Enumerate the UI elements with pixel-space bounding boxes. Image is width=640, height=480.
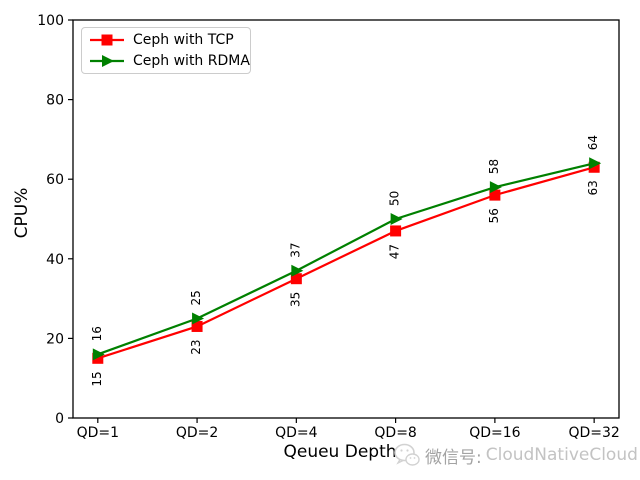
- data-point-square: [588, 161, 600, 173]
- data-point-square: [489, 189, 501, 201]
- y-tick-label: 40: [46, 252, 64, 268]
- data-point-square: [191, 320, 203, 332]
- legend[interactable]: Ceph with TCP Ceph with RDMA: [81, 27, 251, 74]
- data-point-triangle: [291, 264, 304, 277]
- annotation-label: 15: [90, 371, 104, 386]
- annotation-label: 16: [90, 326, 104, 341]
- watermark-prefix: 微信号:: [425, 447, 482, 468]
- data-point-triangle: [589, 157, 602, 170]
- annotation-label: 64: [586, 135, 600, 150]
- annotation-label: 58: [487, 159, 501, 174]
- x-tick-label: QD=8: [374, 425, 416, 441]
- y-tick-label: 0: [55, 411, 64, 427]
- data-point-triangle: [489, 181, 502, 194]
- tcp-line-marker-icon: [90, 34, 124, 46]
- x-axis-title: Qeueu Depth: [283, 442, 397, 462]
- data-point-triangle: [192, 312, 205, 325]
- annotation-label: 37: [288, 242, 302, 257]
- watermark-account: CloudNativeCloud: [485, 445, 638, 465]
- x-tick-label: QD=4: [275, 425, 318, 441]
- data-point-triangle: [390, 213, 403, 225]
- rdma-line-marker-icon: [90, 54, 124, 67]
- x-tick-label: QD=32: [568, 425, 619, 441]
- annotation-label: 25: [189, 290, 203, 305]
- y-axis-title: CPU%: [12, 187, 32, 239]
- watermark: 微信号: CloudNativeCloud: [393, 441, 638, 469]
- data-point-square: [390, 225, 402, 237]
- legend-item-ceph-rdma[interactable]: Ceph with RDMA: [88, 52, 250, 70]
- legend-label-tcp: Ceph with TCP: [133, 32, 234, 49]
- annotation-label: 63: [586, 180, 600, 195]
- data-point-square: [290, 273, 302, 285]
- series-line-square: [97, 166, 595, 360]
- y-tick-label: 100: [37, 13, 64, 29]
- data-point-triangle: [92, 348, 105, 361]
- series-line-triangle-right: [97, 162, 595, 356]
- annotation-label: 56: [487, 208, 501, 223]
- annotation-label: 23: [189, 339, 203, 354]
- annotation-label: 47: [388, 244, 402, 259]
- axes-frame: [72, 19, 620, 419]
- x-tick-label: QD=16: [469, 425, 520, 441]
- y-tick-label: 60: [46, 172, 64, 188]
- y-tick-label: 80: [46, 93, 64, 109]
- x-tick-label: QD=2: [176, 425, 218, 441]
- legend-label-rdma: Ceph with RDMA: [133, 52, 250, 69]
- wechat-icon: [394, 443, 420, 466]
- y-tick-label: 20: [46, 331, 64, 347]
- annotation-label: 35: [288, 292, 302, 307]
- legend-item-ceph-tcp[interactable]: Ceph with TCP: [88, 31, 250, 49]
- x-tick-label: QD=1: [77, 425, 119, 441]
- annotation-label: 50: [388, 191, 402, 206]
- data-point-square: [92, 352, 104, 364]
